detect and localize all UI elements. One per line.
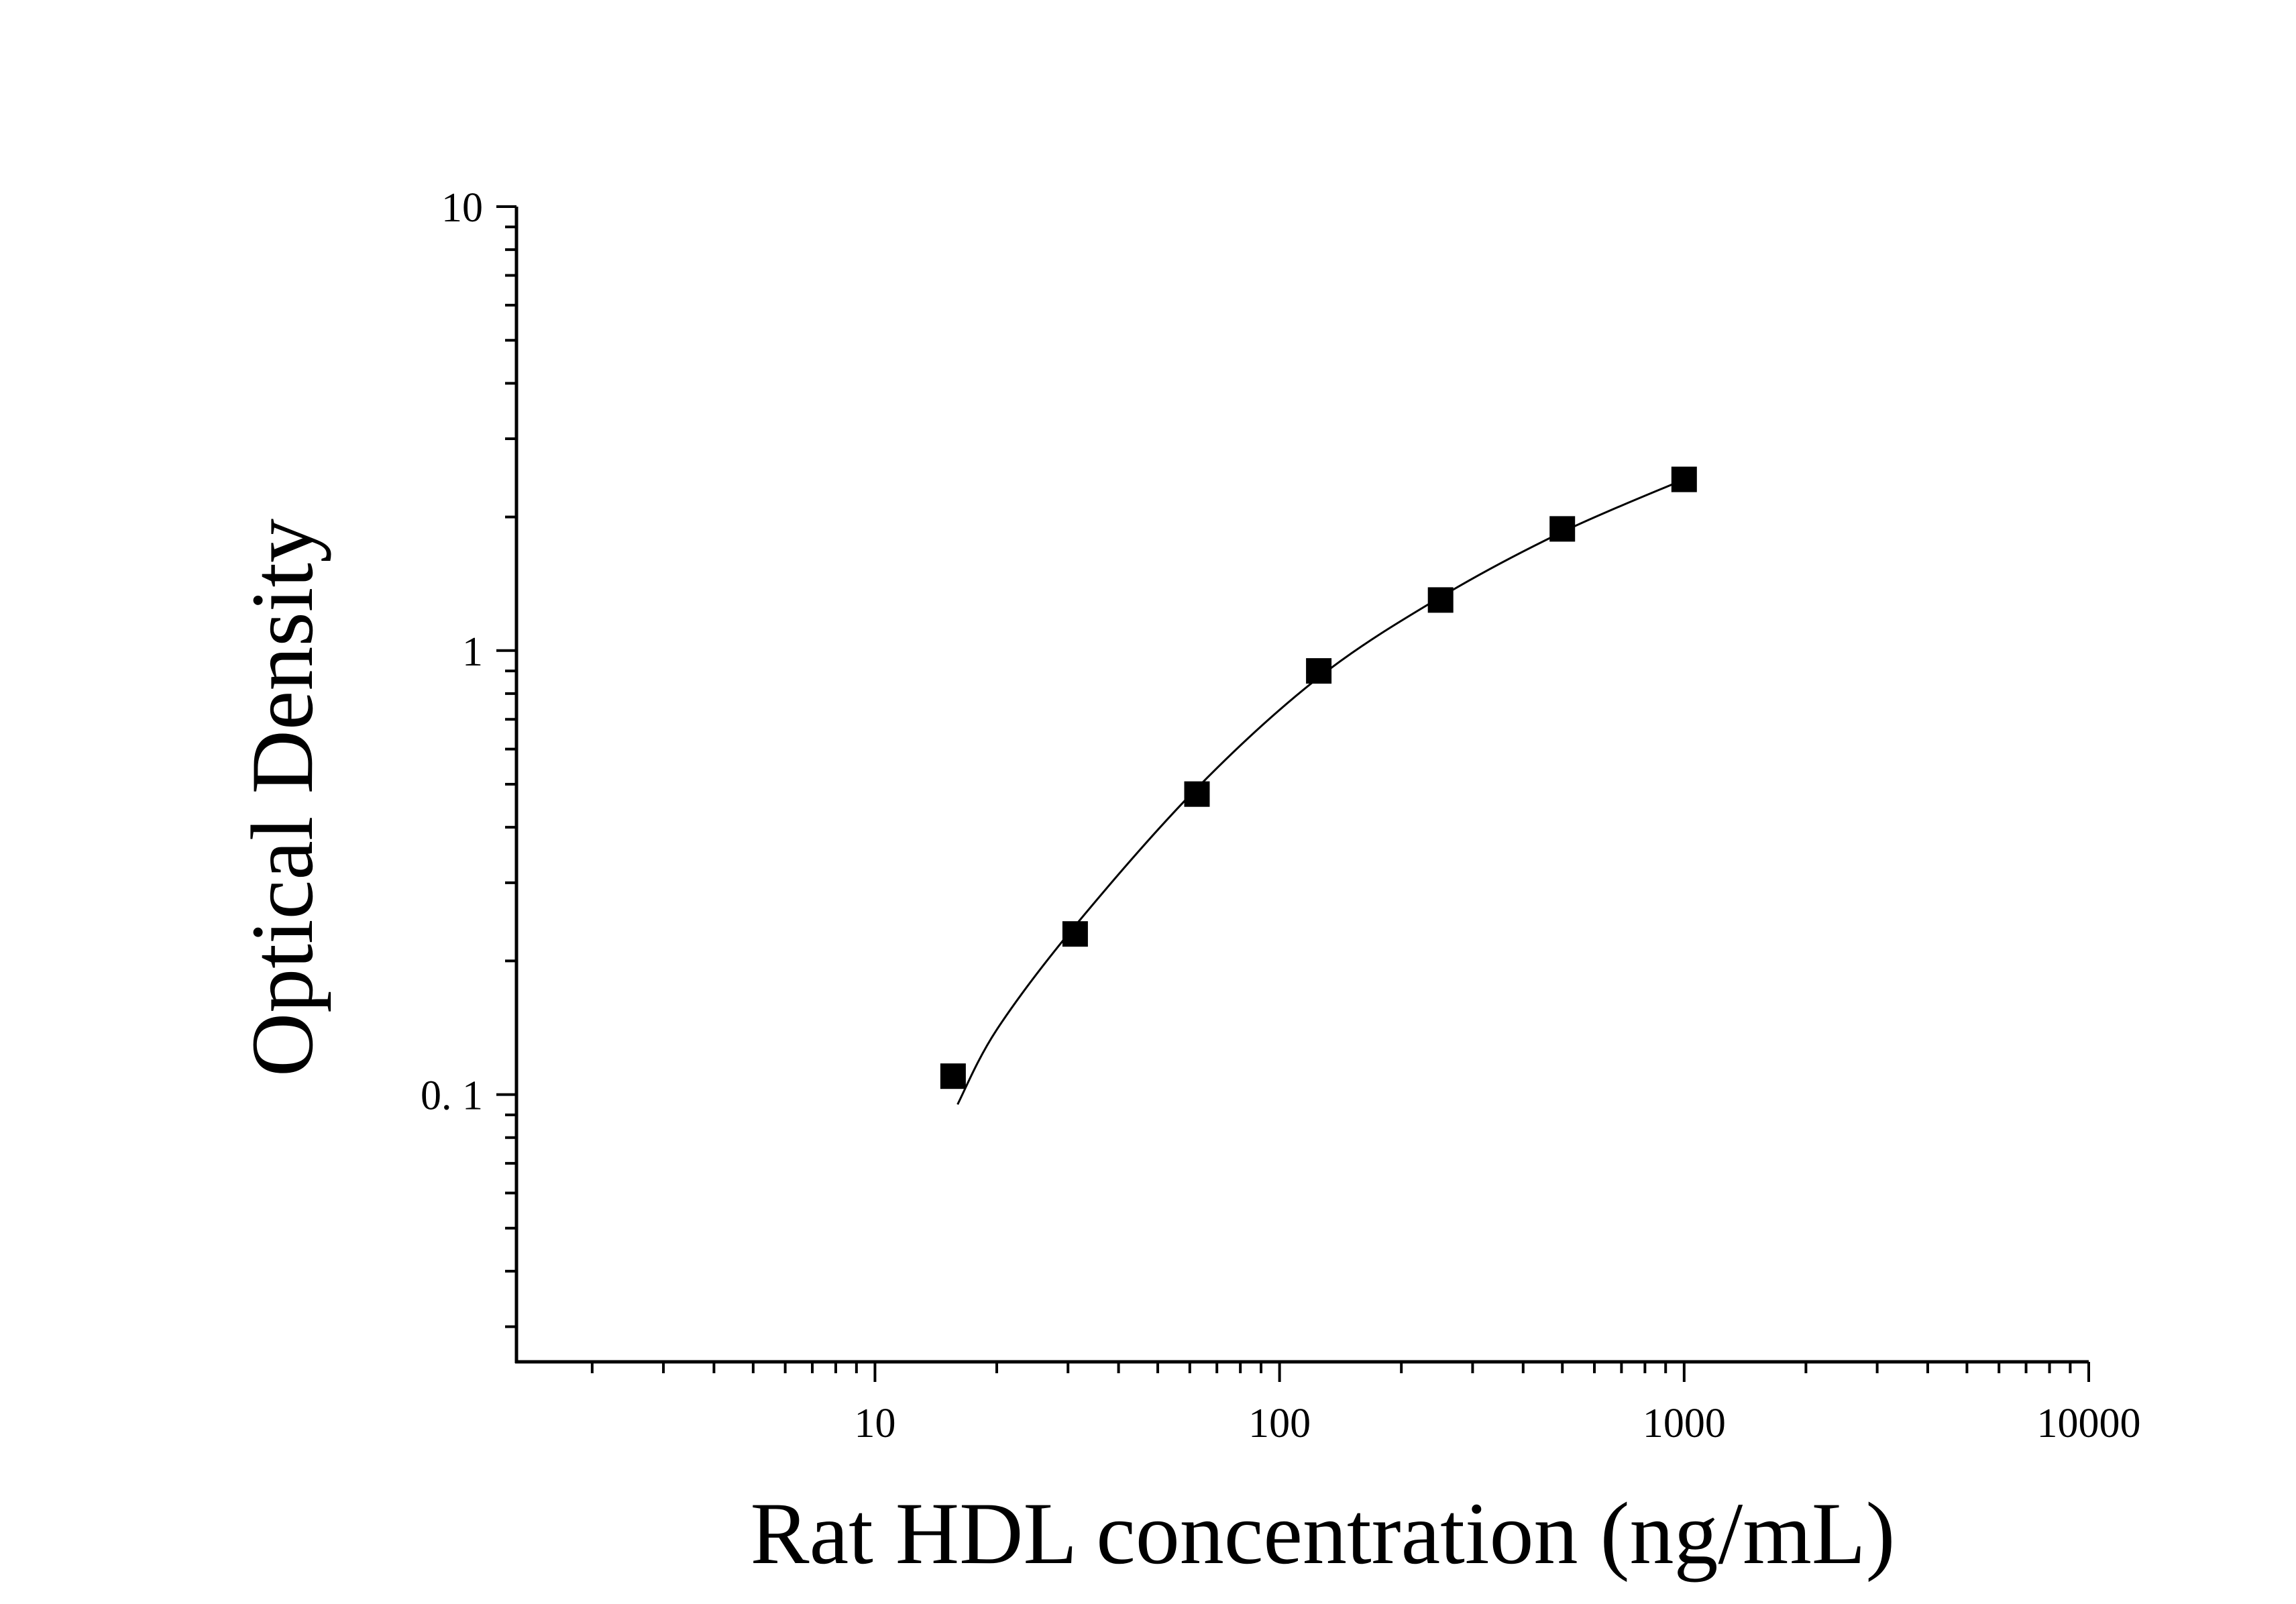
- axes: [496, 205, 2090, 1382]
- x-tick-label: 10: [854, 1401, 895, 1446]
- data-point: [1062, 921, 1088, 947]
- fit-curve: [956, 478, 1685, 1105]
- x-tick-label: 10000: [2037, 1401, 2141, 1446]
- fit-curve-group: [956, 478, 1685, 1105]
- data-point: [1184, 781, 1210, 807]
- data-point: [1427, 587, 1454, 613]
- x-axis-title: Rat HDL concentration (ng/mL): [751, 1484, 1896, 1583]
- y-axis-title: Optical Density: [233, 519, 331, 1077]
- data-point: [1306, 658, 1332, 684]
- x-tick-label: 1000: [1643, 1401, 1726, 1446]
- y-tick-label: 0. 1: [421, 1073, 483, 1119]
- x-tick-label: 100: [1248, 1401, 1311, 1446]
- y-tick-label: 1: [462, 629, 483, 675]
- data-points-group: [940, 466, 1697, 1089]
- data-point: [1671, 466, 1697, 492]
- labels-group: 10 100 1000 10000 0. 1 1 10 Rat HDL concentrati…: [233, 185, 2141, 1583]
- data-point: [940, 1063, 966, 1089]
- data-point: [1549, 516, 1576, 542]
- y-tick-label: 10: [441, 185, 483, 231]
